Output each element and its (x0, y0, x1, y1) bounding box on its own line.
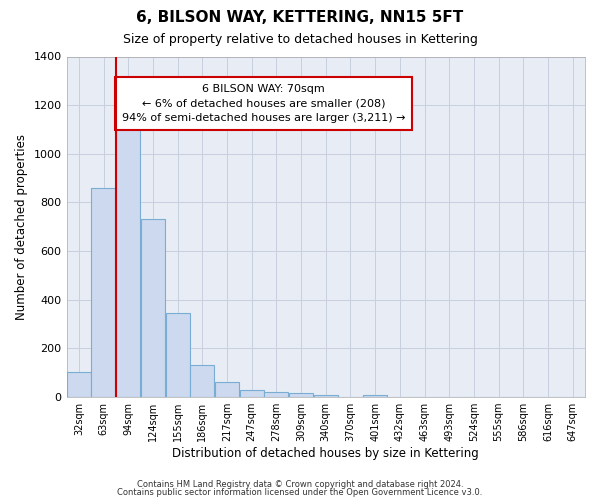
Text: Contains HM Land Registry data © Crown copyright and database right 2024.: Contains HM Land Registry data © Crown c… (137, 480, 463, 489)
Text: Contains public sector information licensed under the Open Government Licence v3: Contains public sector information licen… (118, 488, 482, 497)
Text: 6 BILSON WAY: 70sqm
← 6% of detached houses are smaller (208)
94% of semi-detach: 6 BILSON WAY: 70sqm ← 6% of detached hou… (122, 84, 406, 124)
Bar (141, 220, 165, 397)
Bar (116, 120, 140, 397)
Bar (91, 188, 116, 397)
Bar (289, 394, 313, 397)
Bar (67, 372, 91, 397)
Bar (166, 313, 190, 397)
Text: 6, BILSON WAY, KETTERING, NN15 5FT: 6, BILSON WAY, KETTERING, NN15 5FT (136, 10, 464, 25)
X-axis label: Distribution of detached houses by size in Kettering: Distribution of detached houses by size … (172, 447, 479, 460)
Y-axis label: Number of detached properties: Number of detached properties (15, 134, 28, 320)
Bar (239, 390, 264, 397)
Bar (314, 394, 338, 397)
Bar (190, 366, 214, 397)
Bar (363, 394, 387, 397)
Text: Size of property relative to detached houses in Kettering: Size of property relative to detached ho… (122, 32, 478, 46)
Bar (264, 392, 289, 397)
Bar (215, 382, 239, 397)
